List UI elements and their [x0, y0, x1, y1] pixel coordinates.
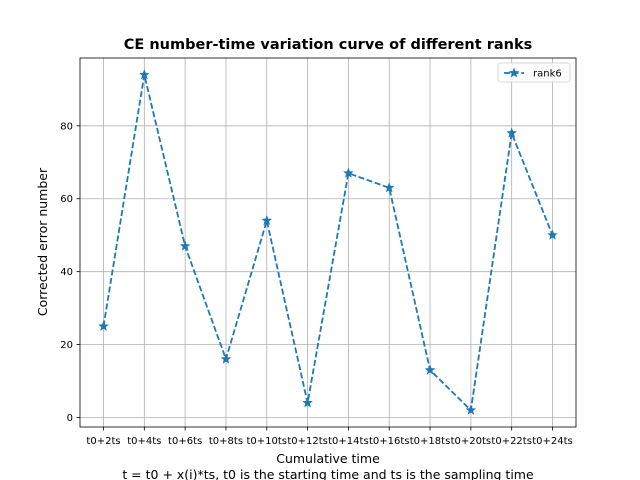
- y-tick-label: 40: [60, 267, 73, 278]
- x-tick-label: t0+16ts: [369, 436, 410, 447]
- data-point-marker: [220, 353, 232, 364]
- chart-title: CE number-time variation curve of differ…: [124, 37, 532, 53]
- data-point-marker: [383, 182, 395, 193]
- plot-area: t0+2ts t0+4ts t0+6ts t0+8ts t0+10ts t0+12ts t0…: [60, 57, 577, 447]
- y-tick-label: 0: [67, 413, 73, 424]
- legend-marker-sample: [508, 67, 520, 78]
- data-point-marker: [465, 404, 477, 415]
- data-point-marker: [424, 364, 436, 375]
- x-tick-label: t0+4ts: [127, 436, 161, 447]
- x-tick-label: t0+14ts: [328, 436, 369, 447]
- x-axis-label: Cumulative time: [276, 451, 380, 466]
- data-point-marker: [302, 397, 314, 408]
- x-tick-label: t0+2ts: [86, 436, 120, 447]
- x-tick-label: t0+18ts: [410, 436, 451, 447]
- x-tick-label: t0+12ts: [287, 436, 328, 447]
- x-tick-label: t0+10ts: [247, 436, 288, 447]
- x-tick-label: t0+6ts: [168, 436, 202, 447]
- legend-label: rank6: [533, 69, 562, 80]
- y-tick-label: 20: [60, 340, 73, 351]
- x-tick-label: t0+22ts: [491, 436, 532, 447]
- x-tick-label: t0+20ts: [451, 436, 492, 447]
- data-point-marker: [342, 167, 354, 178]
- data-point-marker: [261, 214, 273, 226]
- y-tick-label: 60: [60, 194, 73, 205]
- y-axis-label: Corrected error number: [35, 167, 50, 316]
- data-point-marker: [138, 69, 150, 80]
- x-tick-label: t0+24ts: [532, 436, 573, 447]
- data-point-marker: [179, 240, 191, 251]
- data-point-marker: [547, 229, 558, 240]
- data-point-marker: [98, 320, 109, 331]
- data-point-marker: [506, 127, 518, 138]
- axes-frame: [79, 57, 577, 428]
- legend-box: [497, 62, 571, 83]
- y-tick-label: 80: [60, 121, 73, 132]
- chart-caption: t = t0 + x(i)*ts, t0 is the starting tim…: [122, 467, 534, 480]
- series-line-rank6: [102, 74, 554, 413]
- x-tick-label: t0+8ts: [209, 436, 243, 447]
